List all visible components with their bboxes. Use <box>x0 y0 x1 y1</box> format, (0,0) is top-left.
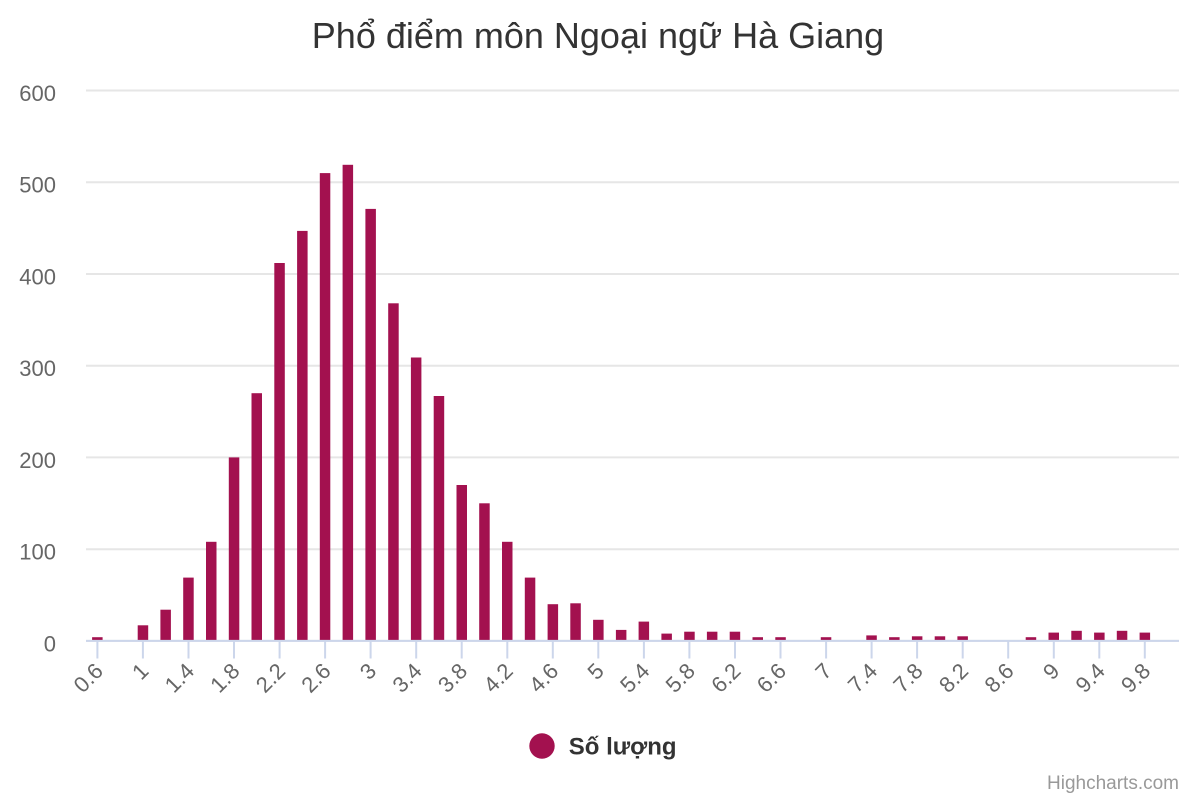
svg-text:200: 200 <box>19 448 56 473</box>
svg-text:100: 100 <box>19 540 56 565</box>
svg-text:0: 0 <box>44 631 56 656</box>
svg-text:Số lượng: Số lượng <box>569 734 677 761</box>
svg-text:Phổ điểm môn Ngoại ngữ Hà Gian: Phổ điểm môn Ngoại ngữ Hà Giang <box>312 15 884 56</box>
svg-text:400: 400 <box>19 264 56 289</box>
svg-text:Highcharts.com: Highcharts.com <box>1047 773 1179 794</box>
svg-text:600: 600 <box>19 81 56 106</box>
svg-text:300: 300 <box>19 356 56 381</box>
svg-text:500: 500 <box>19 173 56 198</box>
